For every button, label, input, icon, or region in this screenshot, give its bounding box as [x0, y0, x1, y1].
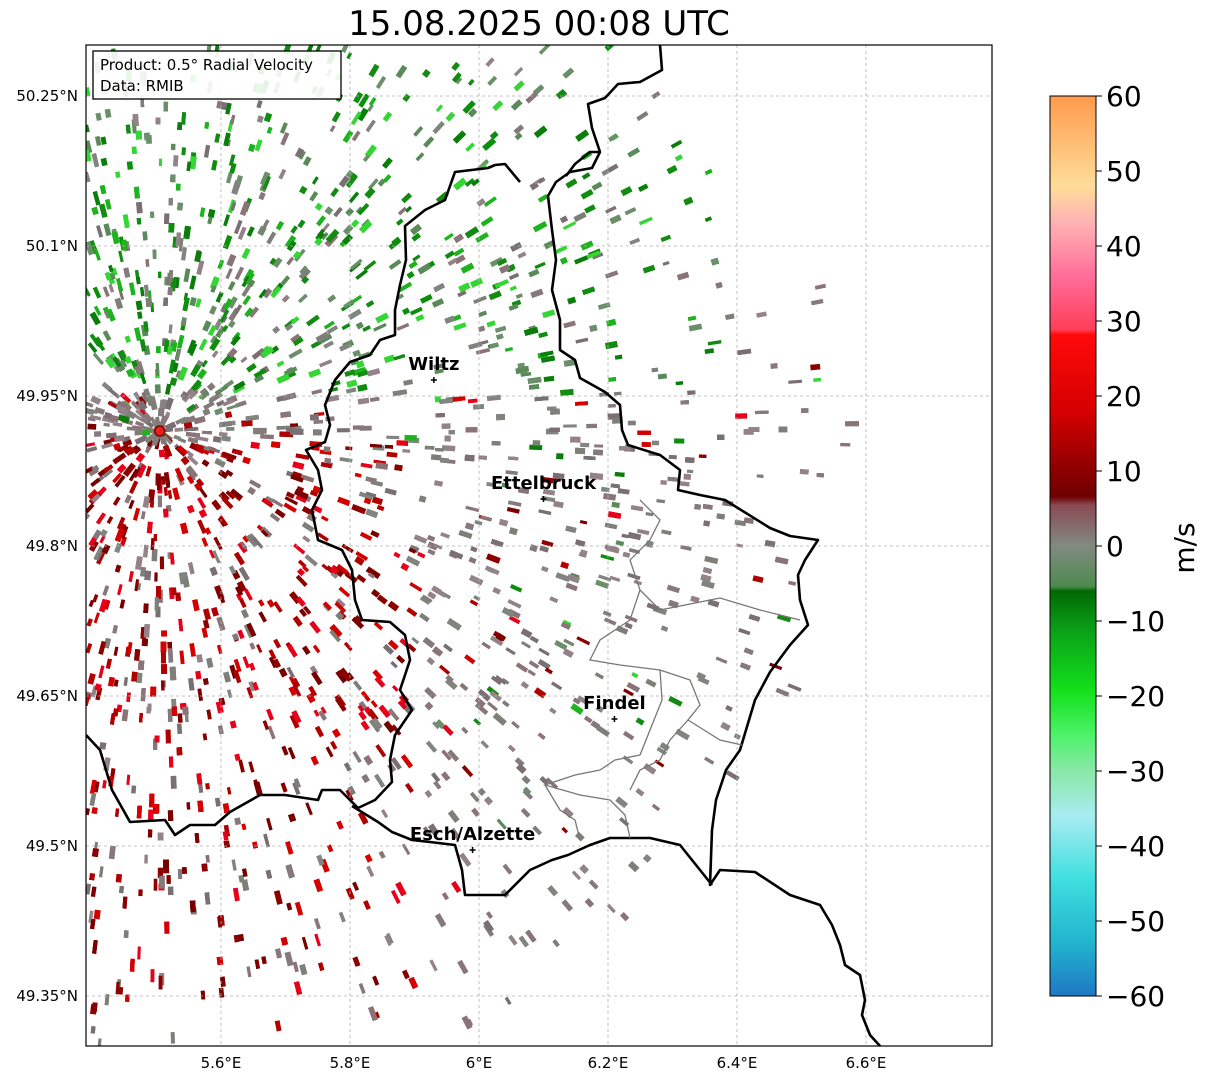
longitude-labels: 5.6°E 5.8°E 6°E 6.2°E 6.4°E 6.6°E	[201, 1054, 887, 1072]
canton-borders	[542, 499, 801, 841]
city-label: Ettelbruck	[491, 473, 597, 494]
lon-tick-label: 5.6°E	[201, 1054, 242, 1072]
lat-tick-label: 49.35°N	[16, 987, 78, 1005]
latitude-labels: 50.25°N 50.1°N 49.95°N 49.8°N 49.65°N 49.5°N 4…	[16, 87, 78, 1005]
colorbar-tick-label: 10	[1106, 455, 1142, 488]
colorbar-tick-label: 60	[1106, 80, 1142, 113]
colorbar-scale	[1049, 95, 1097, 997]
city-cross	[430, 377, 437, 383]
city-marker: Esch/Alzette	[410, 824, 535, 853]
colorbar-tick-label: 0	[1106, 530, 1124, 563]
colorbar-ticks: 60 50 40 30 20 10 0 −10 −20 −30 −40 −50 −60	[1096, 80, 1165, 1013]
colorbar-tick-label: 20	[1106, 380, 1142, 413]
city-label: Wiltz	[408, 354, 459, 375]
lon-tick-label: 5.8°E	[330, 1054, 371, 1072]
lon-tick-label: 6.2°E	[588, 1054, 629, 1072]
country-borders	[86, 45, 881, 1046]
colorbar-tick-label: −20	[1106, 680, 1165, 713]
radar-echoes	[86, 45, 859, 1046]
city-cross	[469, 847, 476, 853]
city-marker: Ettelbruck	[491, 473, 597, 502]
lat-tick-label: 50.25°N	[16, 87, 78, 105]
radar-site-marker	[153, 425, 166, 437]
lat-tick-label: 49.8°N	[26, 537, 78, 555]
info-box: Product: 0.5° Radial Velocity Data: RMIB	[92, 50, 342, 100]
colorbar-label: m/s	[1168, 522, 1201, 573]
colorbar-tick-label: 40	[1106, 230, 1142, 263]
colorbar-tick-label: −30	[1106, 755, 1165, 788]
map-title: 15.08.2025 00:08 UTC	[348, 4, 730, 44]
colorbar-tick-label: −60	[1106, 980, 1165, 1013]
city-cross	[540, 496, 547, 502]
colorbar: 60 50 40 30 20 10 0 −10 −20 −30 −40 −50 −60 m/s	[1049, 80, 1201, 1013]
lon-tick-label: 6.6°E	[846, 1054, 887, 1072]
colorbar-tick-label: 50	[1106, 155, 1142, 188]
lat-tick-label: 49.5°N	[26, 837, 78, 855]
colorbar-tick-label: −10	[1106, 605, 1165, 638]
lat-tick-label: 49.65°N	[16, 687, 78, 705]
lon-tick-label: 6°E	[466, 1054, 493, 1072]
city-markers: Wiltz Ettelbruck Findel Esch/Alzette	[408, 354, 646, 853]
city-cross	[611, 716, 618, 722]
map-frame	[85, 44, 993, 1047]
colorbar-tick-label: −40	[1106, 830, 1165, 863]
info-box-frame	[92, 50, 342, 100]
city-marker: Findel	[583, 693, 646, 722]
info-source: Data: RMIB	[100, 77, 184, 95]
colorbar-tick-label: −50	[1106, 905, 1165, 938]
city-label: Findel	[583, 693, 646, 714]
lat-tick-label: 49.95°N	[16, 387, 78, 405]
lon-tick-label: 6.4°E	[717, 1054, 758, 1072]
graticule	[86, 45, 992, 1046]
city-label: Esch/Alzette	[410, 824, 535, 845]
info-product: Product: 0.5° Radial Velocity	[100, 56, 313, 74]
city-marker: Wiltz	[408, 354, 459, 383]
colorbar-tick-label: 30	[1106, 305, 1142, 338]
lat-tick-label: 50.1°N	[26, 237, 78, 255]
